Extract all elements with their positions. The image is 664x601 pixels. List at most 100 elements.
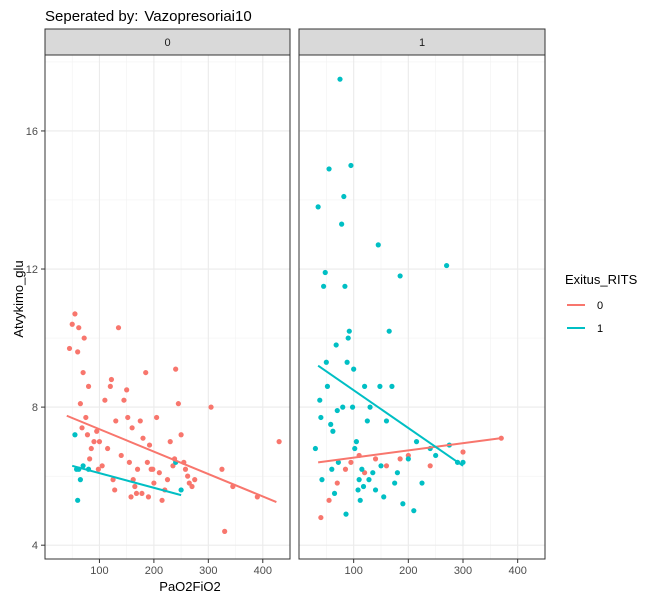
data-point bbox=[75, 349, 81, 355]
data-point bbox=[351, 366, 357, 372]
data-point bbox=[173, 366, 179, 372]
data-point bbox=[124, 387, 130, 393]
data-point bbox=[413, 439, 420, 445]
chart-title: Seperated by: Vazopresoriai10 bbox=[45, 8, 252, 25]
data-point bbox=[394, 470, 400, 476]
data-point bbox=[335, 459, 341, 465]
data-point bbox=[342, 283, 348, 289]
data-point bbox=[144, 459, 150, 465]
data-point bbox=[348, 162, 354, 169]
data-point bbox=[115, 325, 122, 331]
data-point bbox=[378, 463, 384, 469]
data-point bbox=[427, 463, 433, 469]
data-point bbox=[83, 414, 89, 421]
data-point bbox=[367, 404, 373, 410]
data-point bbox=[94, 428, 100, 434]
data-point bbox=[189, 483, 195, 490]
data-point bbox=[146, 442, 153, 448]
x-axis-title: PaO2FiO2 bbox=[159, 579, 220, 594]
legend-entry-1: 1 bbox=[565, 318, 603, 338]
data-point bbox=[91, 439, 97, 445]
data-point bbox=[192, 477, 198, 483]
data-point bbox=[137, 418, 143, 424]
regression-line-0 bbox=[66, 414, 277, 503]
data-point bbox=[366, 477, 372, 483]
data-point bbox=[353, 439, 359, 445]
data-point bbox=[80, 463, 86, 469]
x-tick-label: 300 bbox=[454, 565, 472, 577]
grid bbox=[299, 55, 546, 559]
panel-border bbox=[44, 54, 291, 560]
regression-line-1 bbox=[317, 364, 464, 467]
x-tick-label: 200 bbox=[399, 565, 417, 577]
data-point bbox=[118, 452, 124, 459]
data-point bbox=[317, 397, 323, 403]
data-point bbox=[125, 414, 131, 421]
data-point bbox=[405, 456, 411, 462]
data-point bbox=[128, 494, 134, 500]
data-point bbox=[132, 483, 138, 490]
data-point bbox=[460, 449, 466, 455]
data-point bbox=[105, 445, 111, 452]
data-point bbox=[87, 456, 93, 462]
data-point bbox=[85, 383, 92, 389]
data-point bbox=[69, 321, 75, 327]
data-point bbox=[95, 466, 101, 472]
data-point bbox=[323, 359, 329, 365]
data-point bbox=[411, 508, 417, 514]
data-point bbox=[356, 477, 362, 483]
facet-panels: 0 100 200 300 400 1 100 200 300 400 4 8 12 16 bbox=[26, 28, 546, 577]
data-point bbox=[333, 342, 339, 348]
facet-strip bbox=[44, 28, 291, 56]
data-point bbox=[357, 497, 363, 503]
data-point bbox=[343, 511, 349, 517]
data-point bbox=[276, 439, 282, 445]
data-point bbox=[381, 494, 387, 500]
y-axis-title: Atvykimo_glu bbox=[11, 260, 26, 337]
data-point bbox=[318, 414, 324, 421]
legend-label: 0 bbox=[597, 300, 603, 312]
series-0 bbox=[318, 435, 504, 521]
data-point bbox=[79, 425, 85, 431]
x-tick-label: 300 bbox=[199, 565, 217, 577]
data-point bbox=[312, 445, 318, 452]
data-point bbox=[364, 418, 370, 424]
data-point bbox=[322, 269, 328, 276]
data-point bbox=[359, 466, 365, 472]
data-point bbox=[341, 193, 347, 200]
data-point bbox=[133, 490, 140, 497]
data-point bbox=[208, 404, 214, 410]
data-point bbox=[377, 383, 383, 389]
panel-1: 1 100 200 300 400 bbox=[298, 28, 546, 577]
data-point bbox=[397, 273, 403, 279]
data-point bbox=[175, 401, 181, 407]
data-point bbox=[80, 369, 86, 376]
data-point bbox=[72, 311, 78, 317]
data-point bbox=[372, 456, 379, 462]
data-point bbox=[349, 404, 356, 410]
data-point bbox=[346, 328, 352, 334]
x-tick-label: 100 bbox=[90, 565, 108, 577]
data-point bbox=[315, 204, 321, 210]
data-point bbox=[362, 383, 368, 389]
regression-line-1 bbox=[71, 464, 182, 497]
data-point bbox=[96, 439, 103, 445]
data-point bbox=[76, 325, 82, 331]
data-point bbox=[444, 262, 450, 269]
legend-label: 1 bbox=[597, 323, 603, 335]
data-point bbox=[383, 418, 390, 424]
data-point bbox=[72, 432, 78, 438]
data-point bbox=[156, 470, 162, 476]
panel-0: 0 100 200 300 400 bbox=[44, 28, 291, 577]
data-point bbox=[330, 428, 336, 434]
data-point bbox=[140, 435, 146, 441]
data-point bbox=[112, 487, 118, 493]
data-point bbox=[337, 76, 343, 82]
data-point bbox=[400, 501, 406, 507]
data-point bbox=[375, 242, 381, 248]
y-tick-label: 8 bbox=[32, 402, 38, 414]
data-point bbox=[159, 497, 165, 503]
data-point bbox=[110, 477, 116, 483]
data-point bbox=[319, 477, 325, 483]
data-point bbox=[460, 459, 466, 465]
